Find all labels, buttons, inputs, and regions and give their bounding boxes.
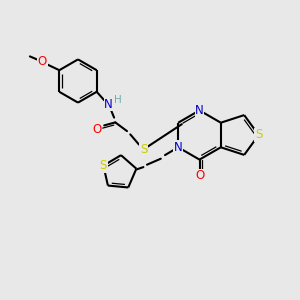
- Text: S: S: [255, 128, 262, 142]
- Text: S: S: [140, 143, 147, 156]
- Text: O: O: [195, 169, 204, 182]
- Text: O: O: [92, 123, 101, 136]
- Text: O: O: [38, 55, 47, 68]
- Text: S: S: [100, 159, 107, 172]
- Text: N: N: [104, 98, 113, 111]
- Text: H: H: [114, 94, 122, 105]
- Text: N: N: [195, 104, 204, 117]
- Text: N: N: [174, 141, 183, 154]
